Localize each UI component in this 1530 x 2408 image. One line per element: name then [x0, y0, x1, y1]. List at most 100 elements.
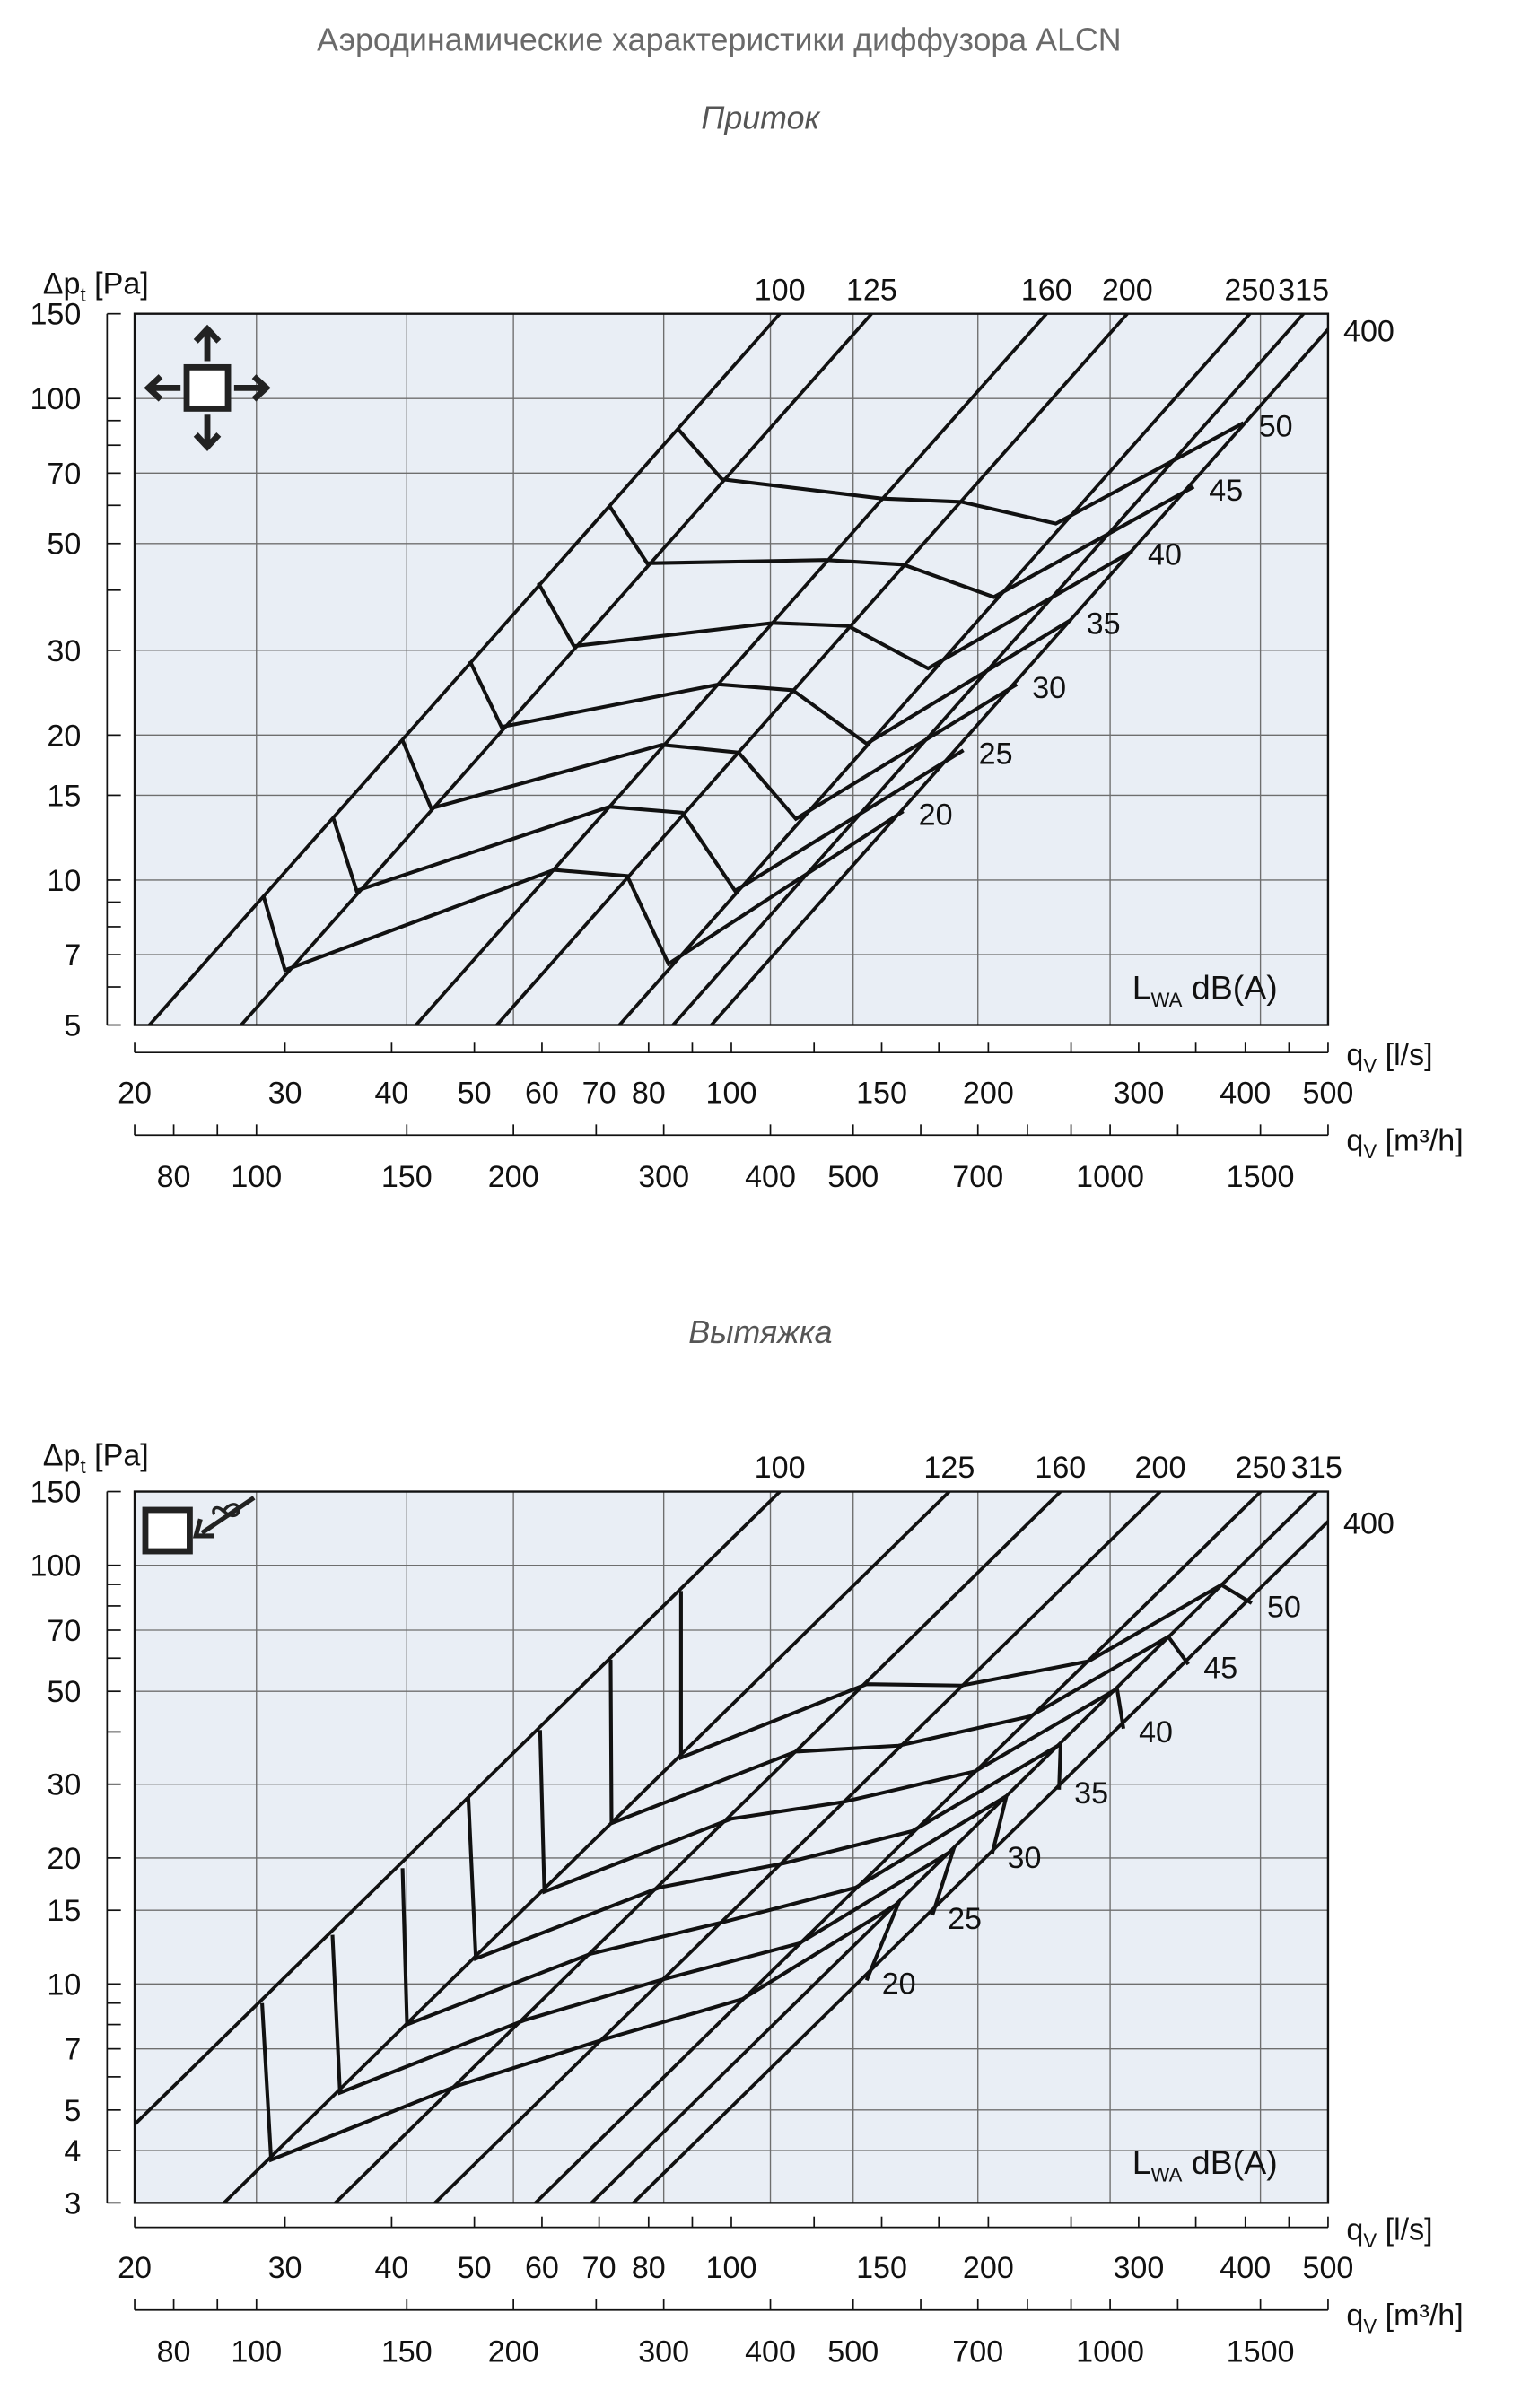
x-axis-ls-title-subscript: V	[1363, 1054, 1377, 1077]
sound-level-curve-40	[538, 1686, 1126, 1895]
duct-size-line-250	[533, 1491, 1263, 2203]
x-axis-ls-title-main: q	[1346, 2212, 1363, 2247]
x-m3h-tick-label: 400	[745, 2335, 796, 2369]
x-ls-tick-label: 150	[856, 1076, 907, 1110]
y-tick-label: 5	[64, 1008, 81, 1043]
sound-power-legend-main: L	[1132, 2143, 1151, 2181]
y-axis-title: Δpt [Pa]	[43, 1439, 149, 1479]
sound-power-legend: LWA dB(A)	[1132, 2143, 1278, 2186]
y-axis-title-subscript: t	[80, 284, 85, 306]
sound-level-label-35: 35	[1087, 606, 1121, 641]
duct-size-label-160: 160	[1035, 1451, 1086, 1485]
arrow-left	[144, 374, 181, 402]
duct-size-label-200: 200	[1135, 1451, 1186, 1485]
y-tick-label: 20	[47, 1842, 81, 1876]
sound-power-legend: LWA dB(A)	[1132, 969, 1278, 1012]
x-ls-tick-label: 200	[963, 2251, 1014, 2285]
y-axis-title-subscript: t	[80, 1455, 85, 1478]
duct-size-label-200: 200	[1102, 273, 1153, 307]
x-axis-ls-title: qV [l/s]	[1346, 1038, 1432, 1077]
sound-level-curve-30	[400, 683, 1019, 822]
y-tick-label: 100	[30, 382, 81, 416]
sound-level-curve-45	[608, 1634, 1190, 1827]
duct-size-line-400	[709, 327, 1328, 1025]
duct-size-label-400: 400	[1343, 315, 1394, 349]
y-tick-label: 70	[47, 1614, 81, 1648]
x-m3h-tick-label: 700	[952, 2335, 1003, 2369]
chart-supply: Приток 100 125 160 200 250 315 400 20 25 30 35 40 45 5…	[30, 100, 1464, 1194]
y-tick-label: 10	[47, 864, 81, 898]
y-tick-label: 20	[47, 719, 81, 753]
x-m3h-tick-label: 700	[952, 1160, 1003, 1194]
duct-size-line-200	[494, 313, 1129, 1025]
x-m3h-tick-label: 1500	[1227, 2335, 1295, 2369]
x-ls-tick-label: 400	[1220, 1076, 1271, 1110]
exhaust-inlet-arrow-icon	[142, 1496, 256, 1555]
sound-level-curve-45	[608, 484, 1195, 599]
duct-size-label-315: 315	[1278, 273, 1329, 307]
sound-level-label-35: 35	[1074, 1776, 1108, 1810]
x-axis-m3h-title: qV [m³/h]	[1346, 2299, 1463, 2338]
sound-level-label-20: 20	[882, 1967, 916, 2002]
y-axis-title-main: Δp	[43, 1439, 81, 1473]
x-m3h-tick-label: 1000	[1076, 1160, 1144, 1194]
sound-power-legend-subscript: WA	[1151, 2163, 1183, 2186]
diffuser-square	[142, 1506, 193, 1555]
x-m3h-tick-label: 150	[381, 1160, 433, 1194]
x-m3h-tick-label: 1500	[1227, 1160, 1295, 1194]
x-axis-m3h-title-unit: [m³/h]	[1377, 1123, 1464, 1157]
duct-size-line-160	[333, 1491, 1062, 2203]
y-tick-label: 4	[64, 2134, 81, 2168]
duct-size-line-100	[147, 313, 782, 1025]
x-m3h-tick-label: 200	[488, 1160, 539, 1194]
sound-level-label-20: 20	[919, 798, 953, 833]
y-axis-title: Δpt [Pa]	[43, 267, 149, 307]
x-axis-ls-title-subscript: V	[1363, 2229, 1377, 2252]
x-ls-tick-label: 100	[706, 2251, 757, 2285]
sound-level-label-40: 40	[1148, 538, 1182, 572]
x-axis-ls-title-unit: [l/s]	[1377, 1038, 1433, 1072]
sound-power-legend-subscript: WA	[1151, 989, 1183, 1011]
duct-size-label-100: 100	[755, 1451, 806, 1485]
y-axis-title-unit: [Pa]	[86, 267, 149, 301]
sound-level-label-50: 50	[1259, 410, 1293, 444]
x-axis-m3h-title-main: q	[1346, 2299, 1363, 2333]
chart-subtitle: Приток	[701, 100, 821, 135]
x-ls-tick-label: 500	[1302, 2251, 1353, 2285]
x-m3h-tick-label: 500	[827, 1160, 879, 1194]
diffuser-square	[183, 363, 232, 412]
sound-level-label-50: 50	[1267, 1590, 1301, 1624]
sound-level-label-30: 30	[1008, 1841, 1042, 1875]
x-m3h-tick-label: 300	[638, 1160, 689, 1194]
sound-level-label-40: 40	[1139, 1715, 1173, 1749]
y-tick-label: 100	[30, 1549, 81, 1584]
x-ls-tick-label: 400	[1220, 2251, 1271, 2285]
y-tick-label: 7	[64, 938, 81, 973]
x-ls-tick-label: 80	[632, 2251, 666, 2285]
x-ls-tick-label: 60	[525, 1076, 559, 1110]
y-tick-label: 3	[64, 2186, 81, 2220]
x-axis-ls-title-unit: [l/s]	[1377, 2212, 1433, 2247]
duct-size-line-125	[222, 1491, 951, 2203]
sound-level-label-30: 30	[1032, 671, 1066, 705]
y-tick-label: 15	[47, 1894, 81, 1928]
plot-border	[133, 1490, 1330, 2204]
sound-level-curve-50	[678, 1583, 1253, 1761]
x-ls-tick-label: 40	[374, 1076, 408, 1110]
sound-power-legend-main: L	[1132, 969, 1151, 1007]
sound-power-legend-unit: dB(A)	[1182, 969, 1277, 1007]
x-m3h-tick-label: 100	[231, 2335, 282, 2369]
x-axis-ls-title-main: q	[1346, 1038, 1363, 1072]
plot-border	[133, 312, 1330, 1026]
x-m3h-tick-label: 500	[827, 2335, 879, 2369]
duct-size-label-250: 250	[1235, 1451, 1286, 1485]
duct-size-line-100	[135, 1491, 782, 2127]
y-tick-label: 30	[47, 1768, 81, 1802]
x-m3h-tick-label: 200	[488, 2335, 539, 2369]
x-ls-tick-label: 100	[706, 1076, 757, 1110]
sound-power-legend-unit: dB(A)	[1182, 2143, 1277, 2181]
x-m3h-tick-label: 1000	[1076, 2335, 1144, 2369]
x-ls-tick-label: 20	[118, 1076, 152, 1110]
x-ls-tick-label: 40	[374, 2251, 408, 2285]
